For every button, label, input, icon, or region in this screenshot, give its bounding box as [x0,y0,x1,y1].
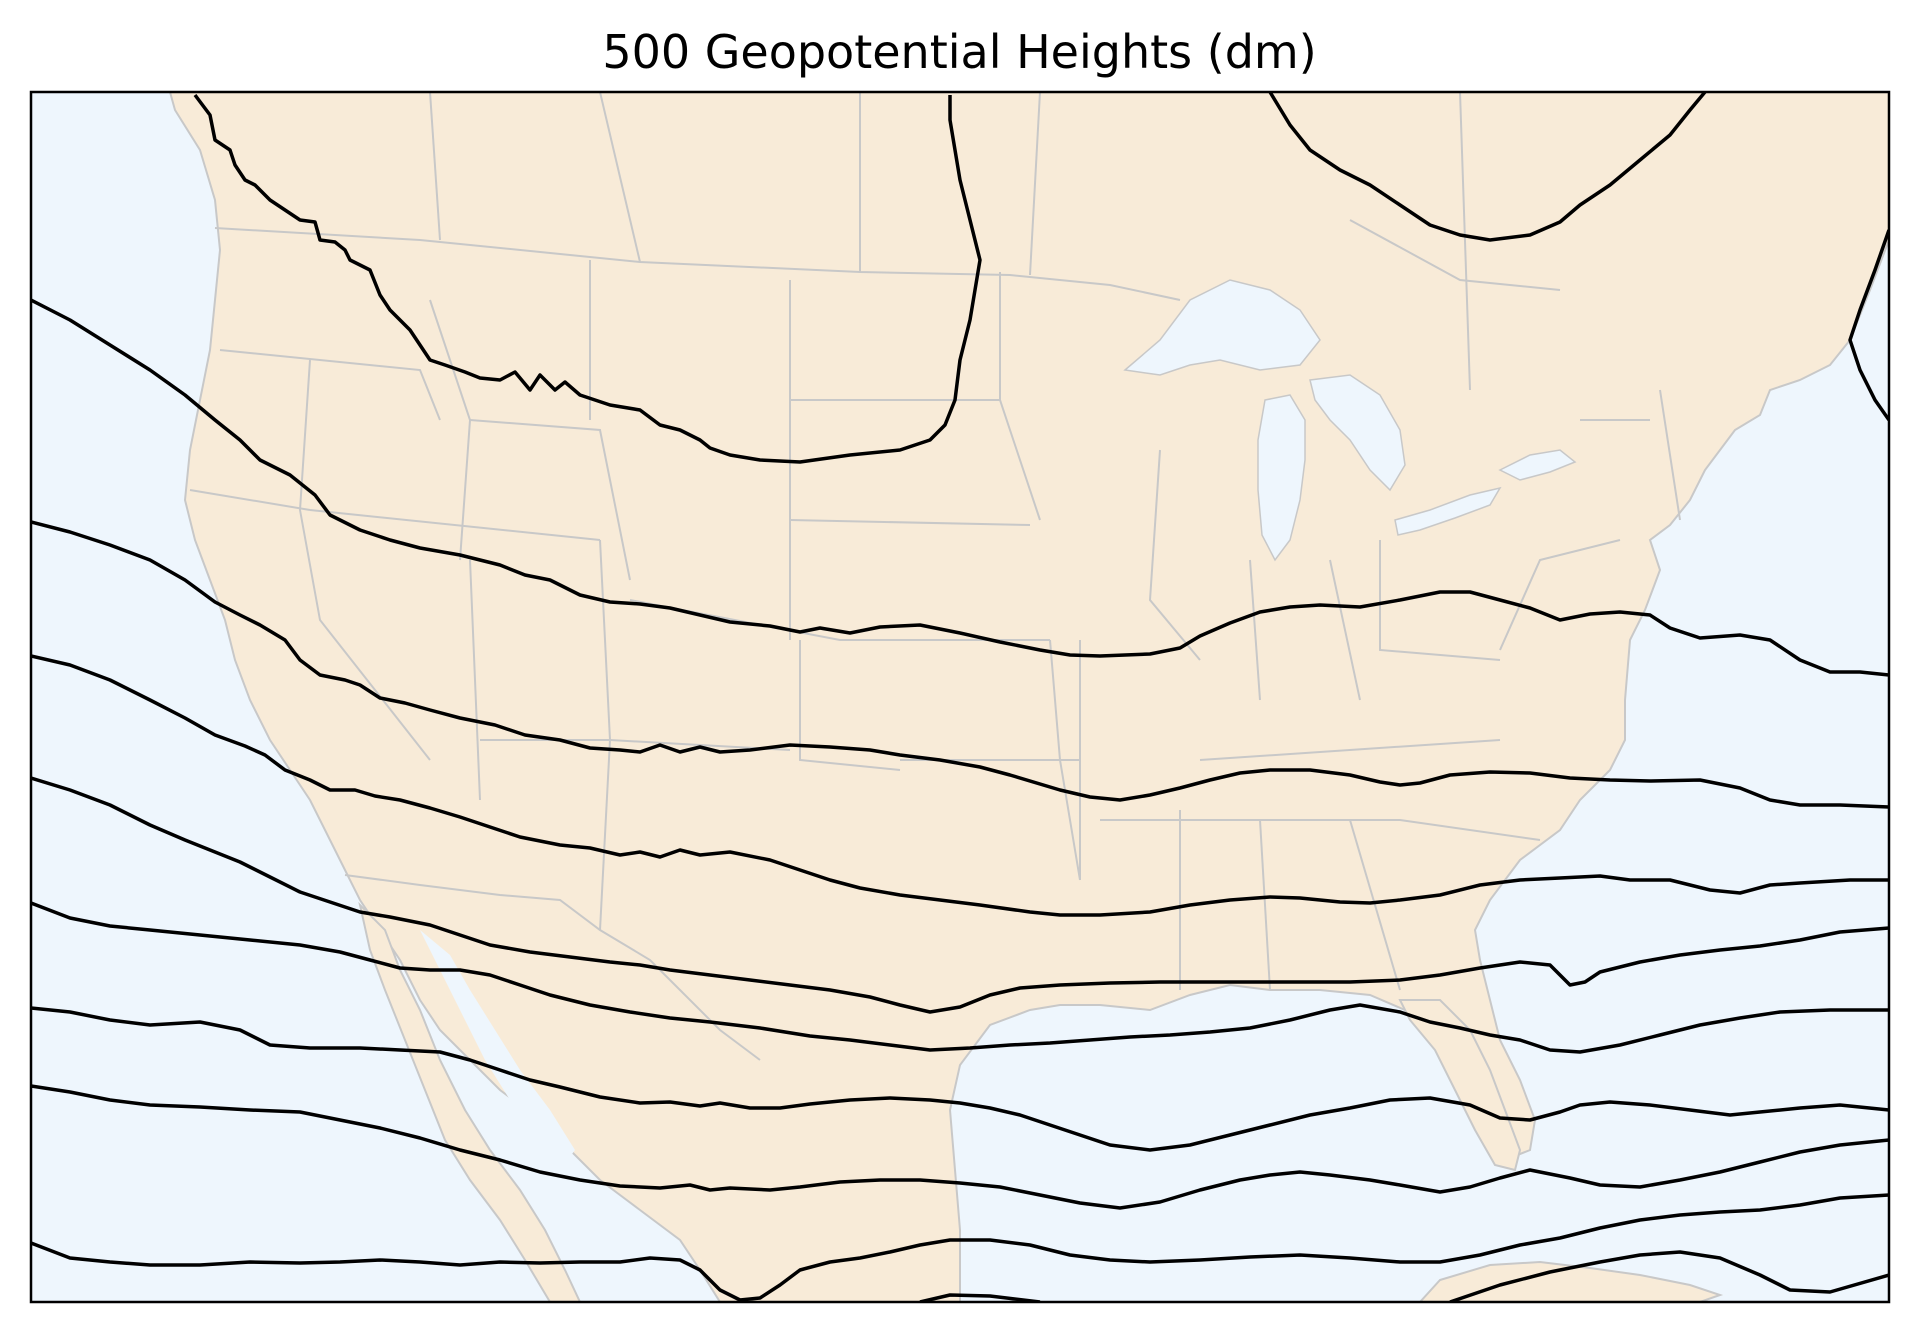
map-area [31,92,1889,1302]
